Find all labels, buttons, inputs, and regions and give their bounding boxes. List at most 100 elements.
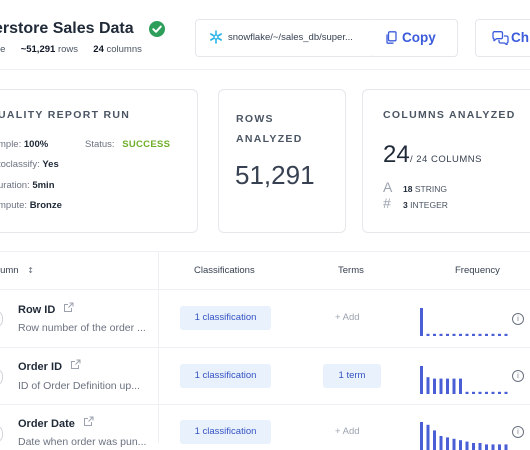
frequency-bar bbox=[459, 333, 462, 336]
terms-header: Terms bbox=[338, 265, 364, 276]
string-type-count: 18 STRING bbox=[403, 184, 447, 194]
compute-value: Bronze bbox=[29, 200, 62, 211]
frequency-bar bbox=[478, 443, 482, 450]
column-description: Date when order was pun... bbox=[18, 436, 147, 448]
sample-label: mple: bbox=[0, 139, 22, 150]
info-icon[interactable]: i bbox=[512, 426, 524, 438]
frequency-bar bbox=[433, 430, 436, 450]
frequency-bar bbox=[498, 391, 501, 394]
frequency-bar bbox=[485, 391, 488, 394]
integer-type-count: 3 INTEGER bbox=[403, 200, 448, 210]
frequency-bar bbox=[446, 437, 449, 450]
table-row-name: Row ID bbox=[18, 302, 74, 316]
frequency-bar bbox=[439, 378, 443, 394]
rows-title-line2: ANALYZED bbox=[236, 133, 303, 145]
frequency-bar bbox=[446, 333, 449, 336]
info-icon[interactable]: i bbox=[512, 313, 524, 325]
row-select-toggle[interactable] bbox=[0, 310, 3, 328]
quality-compute: mpute: Bronze bbox=[0, 200, 62, 211]
classification-badge[interactable]: 1 classification bbox=[180, 364, 271, 388]
table-row-name: Order ID bbox=[18, 359, 81, 373]
frequency-bar bbox=[504, 333, 508, 336]
quality-status: Status: SUCCESS bbox=[85, 139, 170, 150]
quality-sample: mple: 100% bbox=[0, 139, 48, 150]
row-divider bbox=[0, 347, 530, 348]
quality-report-card bbox=[0, 89, 198, 233]
string-type-icon: A bbox=[383, 179, 393, 195]
row-count: ~51,291 bbox=[20, 44, 56, 55]
autoclassify-value: Yes bbox=[42, 159, 59, 170]
copy-button[interactable]: Copy bbox=[373, 19, 458, 57]
frequency-sparkline bbox=[420, 422, 508, 450]
columns-analyzed-value: 24 bbox=[383, 141, 410, 168]
classification-badge[interactable]: 1 classification bbox=[180, 420, 271, 444]
frequency-bar bbox=[433, 333, 436, 336]
quality-autoclassify: toclassify: Yes bbox=[0, 159, 59, 170]
dataset-meta: le ~51,291 rows 24 columns bbox=[0, 44, 142, 55]
term-badge[interactable]: 1 term bbox=[323, 364, 381, 388]
frequency-bar bbox=[485, 444, 488, 450]
frequency-bar bbox=[426, 377, 430, 394]
chat-bubbles-icon bbox=[492, 31, 509, 50]
column-header-label: lumn bbox=[0, 265, 19, 276]
column-name-link[interactable]: Order Date bbox=[18, 418, 75, 430]
chat-label: Ch bbox=[511, 30, 529, 45]
frequency-bar bbox=[504, 391, 508, 394]
external-link-icon[interactable] bbox=[78, 416, 94, 430]
row-select-toggle[interactable] bbox=[0, 425, 3, 443]
external-link-icon[interactable] bbox=[65, 359, 81, 373]
dataset-path-box[interactable]: snowflake/~/sales_db/super... bbox=[195, 19, 375, 57]
column-name-link[interactable]: Order ID bbox=[18, 361, 63, 373]
frequency-bar bbox=[491, 333, 495, 336]
row-select-toggle[interactable] bbox=[0, 368, 3, 386]
dataset-path: snowflake/~/sales_db/super... bbox=[228, 32, 353, 43]
frequency-bar bbox=[452, 438, 456, 450]
frequency-bar bbox=[465, 333, 469, 336]
frequency-header: Frequency bbox=[455, 265, 500, 276]
frequency-bar bbox=[478, 333, 482, 336]
add-term-button[interactable]: + Add bbox=[335, 312, 360, 323]
info-icon[interactable]: i bbox=[512, 370, 524, 382]
column-label: columns bbox=[106, 44, 142, 55]
column-header[interactable]: lumn ↕ bbox=[0, 265, 34, 276]
string-count: 18 bbox=[403, 184, 413, 194]
frequency-bar bbox=[478, 391, 482, 394]
columns-analyzed-card bbox=[362, 89, 530, 233]
frequency-bar bbox=[420, 308, 423, 336]
columns-total: / 24 COLUMNS bbox=[410, 154, 482, 165]
status-badge: SUCCESS bbox=[122, 139, 171, 150]
frequency-sparkline bbox=[420, 366, 508, 394]
add-term-button[interactable]: + Add bbox=[335, 426, 360, 437]
rows-analyzed-value: 51,291 bbox=[235, 160, 315, 190]
frequency-bar bbox=[472, 333, 475, 336]
integer-type-icon: # bbox=[383, 195, 391, 211]
string-label: STRING bbox=[414, 184, 447, 194]
integer-label: INTEGER bbox=[410, 200, 448, 210]
row-label: rows bbox=[57, 44, 78, 55]
compute-label: mpute: bbox=[0, 200, 28, 211]
quality-report-title: UALITY REPORT RUN bbox=[0, 109, 131, 121]
frequency-bar bbox=[426, 333, 430, 336]
autoclassify-label: toclassify: bbox=[0, 159, 40, 170]
sample-value: 100% bbox=[23, 139, 49, 150]
classifications-header: Classifications bbox=[194, 265, 255, 276]
frequency-bar bbox=[485, 333, 488, 336]
copy-label: Copy bbox=[402, 30, 436, 45]
classification-badge[interactable]: 1 classification bbox=[180, 306, 271, 330]
integer-count: 3 bbox=[403, 200, 408, 210]
column-count: 24 bbox=[93, 44, 104, 55]
column-description: Row number of the order ... bbox=[18, 322, 146, 334]
external-link-icon[interactable] bbox=[58, 302, 74, 316]
frequency-bar bbox=[465, 391, 469, 394]
frequency-bar bbox=[439, 436, 443, 450]
column-name-link[interactable]: Row ID bbox=[18, 304, 56, 316]
table-row-name: Order Date bbox=[18, 416, 94, 430]
status-label: Status: bbox=[85, 139, 115, 150]
chat-button[interactable]: Ch bbox=[475, 19, 530, 57]
frequency-bar bbox=[446, 378, 449, 394]
frequency-bar bbox=[498, 333, 501, 336]
columns-analyzed-title: COLUMNS ANALYZED bbox=[383, 109, 516, 121]
frequency-bar bbox=[491, 444, 495, 450]
header-divider bbox=[0, 69, 530, 70]
frequency-bar bbox=[420, 366, 423, 394]
